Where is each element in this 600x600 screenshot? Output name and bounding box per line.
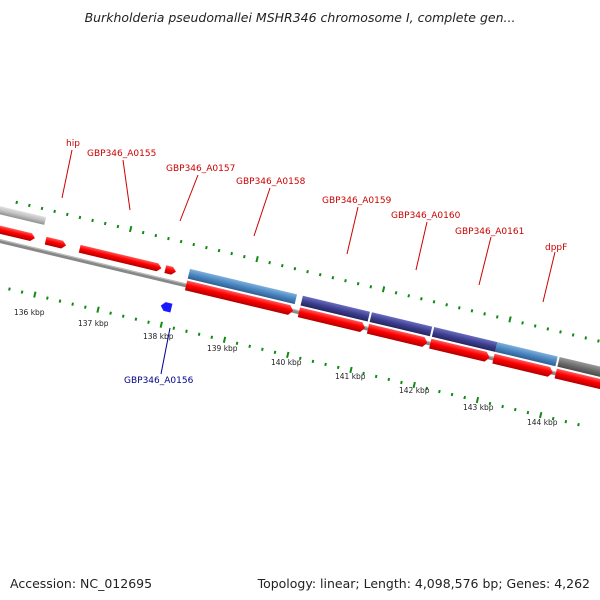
gene-label-A0156[interactable]: GBP346_A0156 [124, 376, 194, 386]
leader-A0158 [253, 187, 271, 237]
genome-summary: Topology: linear; Length: 4,098,576 bp; … [257, 576, 590, 591]
tick-label-144: 144 kbp [527, 418, 558, 427]
gene-label-A0159[interactable]: GBP346_A0159 [322, 196, 392, 206]
tick-label-136: 136 kbp [14, 308, 45, 317]
gene-label-A0161[interactable]: GBP346_A0161 [455, 227, 524, 237]
gene-label-A0157[interactable]: GBP346_A0157 [166, 164, 235, 174]
accession-text: Accession: NC_012695 [10, 576, 153, 591]
middle-feature-track [0, 221, 600, 379]
map-title: Burkholderia pseudomallei MSHR346 chromo… [84, 10, 516, 25]
feature-arrow-3[interactable] [78, 244, 163, 272]
gene-block-A0160[interactable] [369, 312, 433, 337]
label-leaders [61, 149, 556, 375]
scale-labels: 136 kbp 137 kbp 138 kbp 139 kbp 140 kbp … [14, 308, 558, 427]
feature-arrow-4[interactable] [164, 265, 177, 275]
feature-arrow-1[interactable] [0, 221, 36, 242]
tick-label-140: 140 kbp [271, 358, 302, 367]
leader-dppF [542, 251, 556, 303]
feature-A0156[interactable] [160, 301, 173, 313]
gene-block-A0159[interactable] [300, 295, 370, 322]
leader-hip [61, 149, 73, 199]
tick-label-138: 138 kbp [143, 332, 174, 341]
upper-tick-row [15, 200, 600, 343]
leader-A0159 [346, 206, 359, 255]
leader-A0160 [415, 221, 428, 271]
feature-hip[interactable] [0, 203, 47, 225]
tick-label-137: 137 kbp [78, 319, 109, 328]
tick-label-141: 141 kbp [335, 372, 366, 381]
gene-label-A0158[interactable]: GBP346_A0158 [236, 177, 306, 187]
tick-label-142: 142 kbp [399, 386, 430, 395]
gene-labels: hip GBP346_A0155 GBP346_A0157 GBP346_A01… [66, 139, 567, 386]
lower-feature-track [184, 280, 600, 392]
upper-feature-track [0, 203, 47, 225]
tick-label-143: 143 kbp [463, 403, 494, 412]
leader-A0157 [179, 174, 199, 222]
feature-arrow-10[interactable] [554, 368, 600, 392]
leader-A0155 [122, 159, 131, 211]
feature-arrow-9[interactable] [492, 353, 554, 378]
gene-block-A0161-b[interactable] [495, 342, 558, 367]
gene-block-A0161[interactable] [431, 327, 498, 352]
tick-label-139: 139 kbp [207, 344, 238, 353]
leader-A0161 [478, 236, 492, 286]
feature-arrow-5[interactable] [184, 280, 294, 316]
gene-label-A0155[interactable]: GBP346_A0155 [87, 149, 156, 159]
gene-block-dppF[interactable] [557, 356, 600, 379]
feature-arrow-6[interactable] [297, 307, 366, 332]
gene-label-dppF[interactable]: dppF [545, 243, 567, 253]
feature-arrow-7[interactable] [366, 323, 429, 348]
leader-A0156 [160, 327, 171, 375]
gene-label-hip[interactable]: hip [66, 139, 80, 149]
gene-block-A0157[interactable] [187, 268, 298, 305]
feature-arrow-8[interactable] [429, 338, 491, 363]
feature-arrow-2[interactable] [44, 236, 67, 250]
lower-tick-row [8, 287, 580, 427]
gene-label-A0160[interactable]: GBP346_A0160 [391, 211, 461, 221]
